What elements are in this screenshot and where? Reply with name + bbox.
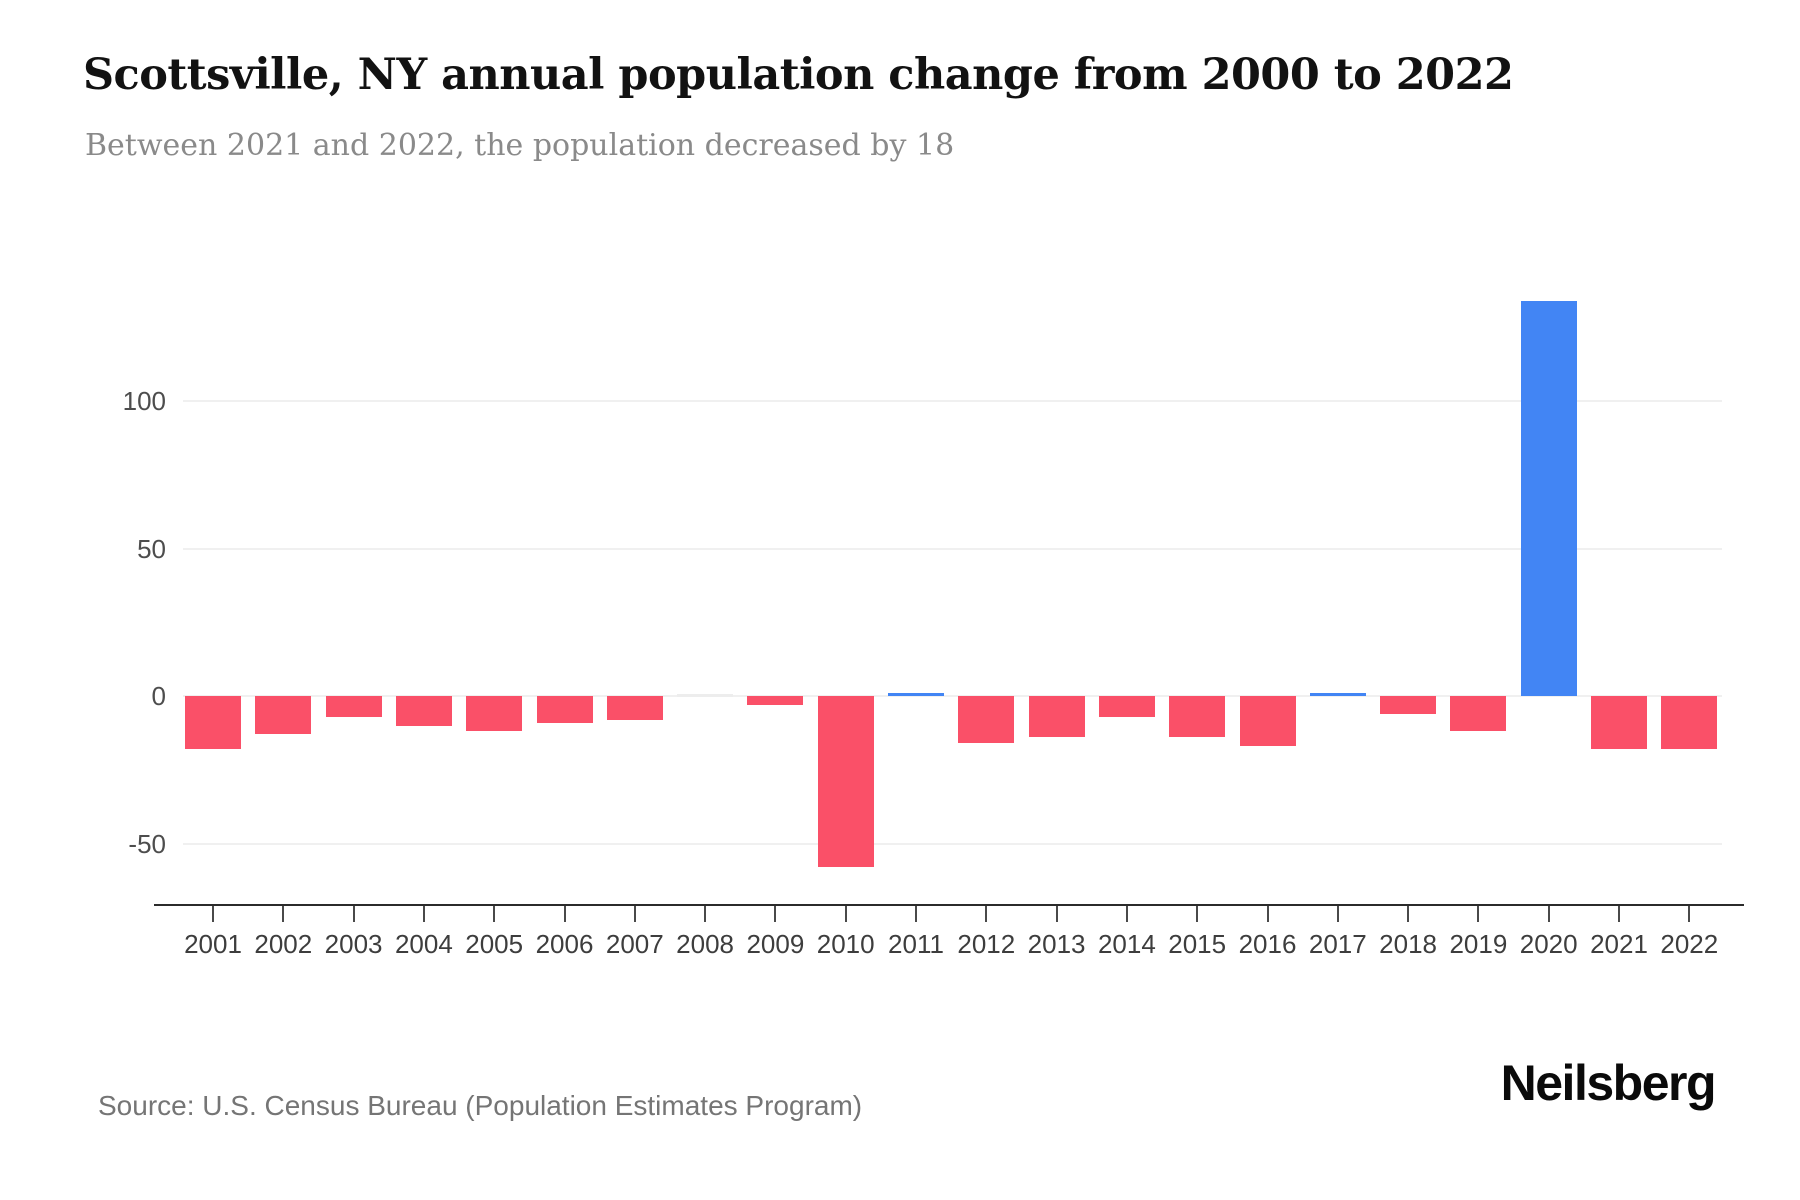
x-tick-label-2006: 2006 <box>535 929 594 959</box>
x-tick-2022 <box>1688 906 1691 922</box>
x-tick-label-2015: 2015 <box>1168 929 1227 959</box>
gridline-100 <box>183 400 1722 402</box>
x-tick-2017 <box>1336 906 1339 922</box>
x-tick-label-2017: 2017 <box>1308 929 1367 959</box>
bar-2018 <box>1380 696 1437 714</box>
x-tick-2006 <box>563 906 566 922</box>
bar-2013 <box>1028 696 1085 737</box>
x-tick-2020 <box>1547 906 1550 922</box>
x-tick-label-2001: 2001 <box>184 929 242 959</box>
bar-2010 <box>817 696 874 867</box>
bar-2001 <box>185 696 241 749</box>
x-tick-label-2003: 2003 <box>324 929 383 959</box>
x-tick-2003 <box>352 906 355 922</box>
x-tick-label-2021: 2021 <box>1590 929 1648 959</box>
bar-2014 <box>1098 696 1155 717</box>
x-tick-2005 <box>493 906 496 922</box>
bar-2007 <box>606 696 663 720</box>
x-tick-2014 <box>1125 906 1128 922</box>
x-tick-2001 <box>212 906 214 922</box>
gridline-0 <box>183 695 1722 697</box>
bar-2011 <box>888 693 944 697</box>
x-tick-2007 <box>633 906 636 922</box>
bar-2022 <box>1661 696 1718 749</box>
bar-2016 <box>1239 696 1296 746</box>
source-note: Source: U.S. Census Bureau (Population E… <box>98 1090 863 1121</box>
bar-2004 <box>395 696 452 726</box>
y-tick-label-100: 100 <box>122 386 166 416</box>
bar-2009 <box>747 696 804 705</box>
x-tick-2019 <box>1477 906 1480 922</box>
x-tick-label-2018: 2018 <box>1379 929 1438 959</box>
x-tick-2004 <box>422 906 425 922</box>
gridline-50 <box>183 547 1722 550</box>
bar-2012 <box>958 696 1015 743</box>
bar-2003 <box>325 696 382 717</box>
x-tick-label-2010: 2010 <box>816 929 875 959</box>
bar-2020 <box>1520 300 1577 696</box>
x-tick-label-2005: 2005 <box>465 929 524 959</box>
x-tick-2015 <box>1196 906 1199 922</box>
x-tick-2016 <box>1266 906 1269 922</box>
bar-2005 <box>466 696 523 731</box>
bar-2006 <box>536 696 593 723</box>
bar-2021 <box>1591 696 1647 749</box>
bar-2002 <box>255 696 312 734</box>
bar-2017 <box>1309 693 1366 697</box>
x-tick-2013 <box>1055 906 1058 922</box>
x-tick-label-2014: 2014 <box>1097 929 1156 959</box>
x-axis-line <box>154 904 1744 906</box>
x-tick-label-2012: 2012 <box>957 929 1016 959</box>
x-tick-label-2004: 2004 <box>394 929 453 959</box>
x-tick-label-2013: 2013 <box>1027 929 1086 959</box>
x-tick-2018 <box>1407 906 1410 922</box>
x-tick-label-2008: 2008 <box>676 929 735 959</box>
bar-2019 <box>1450 696 1507 731</box>
x-tick-label-2009: 2009 <box>746 929 805 959</box>
gridline--50 <box>183 842 1722 845</box>
x-tick-2021 <box>1618 906 1620 922</box>
x-tick-label-2019: 2019 <box>1449 929 1508 959</box>
y-tick-label--50: -50 <box>128 828 166 859</box>
bar-2015 <box>1169 696 1226 737</box>
x-tick-label-2002: 2002 <box>254 929 313 959</box>
x-tick-label-2022: 2022 <box>1660 929 1719 959</box>
x-tick-label-2020: 2020 <box>1519 929 1578 959</box>
brand-logo: Neilsberg <box>1500 1055 1717 1111</box>
x-tick-2008 <box>704 906 707 922</box>
x-tick-2010 <box>844 906 847 922</box>
chart-subtitle: Between 2021 and 2022, the population de… <box>85 128 955 163</box>
y-tick-label-50: 50 <box>137 533 166 564</box>
y-tick-label-0: 0 <box>151 681 166 711</box>
x-tick-2012 <box>985 906 988 922</box>
x-tick-label-2011: 2011 <box>888 929 944 959</box>
x-tick-2011 <box>915 906 917 922</box>
x-tick-label-2007: 2007 <box>605 929 664 959</box>
chart-title: Scottsville, NY annual population change… <box>83 50 1514 100</box>
x-tick-label-2016: 2016 <box>1238 929 1297 959</box>
x-tick-2002 <box>282 906 285 922</box>
x-tick-2009 <box>774 906 777 922</box>
bar-2008 <box>677 694 734 697</box>
